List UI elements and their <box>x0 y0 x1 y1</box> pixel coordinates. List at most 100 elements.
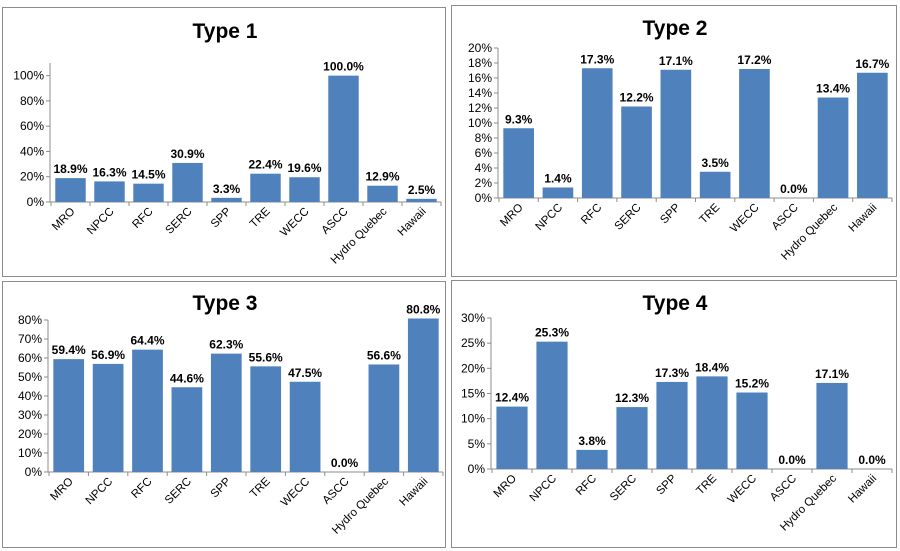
bar-value-label: 17.3% <box>580 52 614 66</box>
bar-value-label: 100.0% <box>323 60 364 74</box>
y-tick-label: 20% <box>468 41 492 55</box>
bar-value-label: 16.7% <box>855 57 889 71</box>
x-category-label: Hawaii <box>398 476 431 509</box>
bar <box>133 183 164 202</box>
bar <box>496 406 528 469</box>
x-category-label: SERC <box>163 476 194 507</box>
bar-value-label: 3.3% <box>213 182 241 196</box>
x-category-label: RFC <box>129 476 154 501</box>
bar-value-label: 47.5% <box>288 366 322 380</box>
bar-value-label: 12.4% <box>495 391 529 405</box>
bar <box>857 72 888 198</box>
bar-value-label: 59.4% <box>52 343 86 357</box>
y-tick-label: 10% <box>468 116 492 130</box>
bar-value-label: 12.2% <box>620 91 654 105</box>
bar <box>536 341 568 469</box>
y-tick-label: 10% <box>18 446 42 460</box>
bar <box>696 376 728 469</box>
bar <box>581 68 613 198</box>
y-tick-label: 5% <box>468 437 486 451</box>
x-category-label: WECC <box>278 206 311 239</box>
bar-value-label: 0.0% <box>780 182 808 196</box>
bar-value-label: 22.4% <box>248 158 282 172</box>
bar-value-label: 56.6% <box>367 348 401 362</box>
y-tick-label: 4% <box>475 161 493 175</box>
x-category-label: SERC <box>164 206 195 237</box>
bar-value-label: 30.9% <box>170 147 204 161</box>
bar-value-label: 17.1% <box>659 54 693 68</box>
y-tick-label: 10% <box>461 412 485 426</box>
y-tick-label: 20% <box>20 170 44 184</box>
bar-value-label: 2.5% <box>408 183 436 197</box>
x-category-label: ASCC <box>770 202 801 233</box>
y-tick-label: 70% <box>18 332 42 346</box>
bar <box>616 407 648 469</box>
bar <box>542 187 574 198</box>
bar <box>407 318 439 472</box>
x-category-label: Hawaii <box>396 206 429 239</box>
y-tick-label: 0% <box>475 191 493 205</box>
bar-value-label: 3.8% <box>578 434 606 448</box>
bar-value-label: 9.3% <box>505 112 533 126</box>
chart-title: Type 1 <box>193 20 258 43</box>
bar-value-label: 0.0% <box>331 456 359 470</box>
x-category-label: NPCC <box>528 473 560 505</box>
y-tick-label: 40% <box>18 389 42 403</box>
bar <box>406 198 437 202</box>
x-category-label: SERC <box>608 473 639 504</box>
y-tick-label: 16% <box>468 71 492 85</box>
x-category-label: RFC <box>579 202 604 227</box>
x-category-label: MRO <box>492 473 519 500</box>
bar <box>171 387 203 472</box>
x-category-label: SPP <box>658 201 683 226</box>
x-category-label: ASCC <box>321 476 352 507</box>
bar <box>576 449 608 469</box>
x-category-label: TRE <box>698 201 723 226</box>
chart-title: Type 3 <box>193 292 258 315</box>
y-tick-label: 0% <box>25 465 43 479</box>
bar-value-label: 64.4% <box>130 334 164 348</box>
bar-value-label: 62.3% <box>209 338 243 352</box>
bar-value-label: 12.3% <box>615 391 649 405</box>
bar <box>656 381 688 469</box>
bar <box>211 197 242 202</box>
bar-value-label: 17.2% <box>737 53 771 67</box>
bar <box>817 97 849 198</box>
chart-panel-type-3: Type 3 0% 10% 20% 30% 40% 50% 60% 70% 80% 59.4% MRO… <box>2 281 446 548</box>
x-category-label: WECC <box>279 476 312 509</box>
y-tick-label: 12% <box>468 101 492 115</box>
bar-value-label: 0.0% <box>858 453 886 467</box>
y-tick-label: 100% <box>13 69 44 83</box>
bar <box>289 177 320 202</box>
x-category-label: TRE <box>248 205 273 230</box>
bar-value-label: 17.3% <box>655 366 689 380</box>
bar <box>55 178 86 202</box>
bar-value-label: 13.4% <box>816 82 850 96</box>
chart-panel-type-1: Type 1 0% 20% 40% 60% 80% 100% 18.9% MRO 16.3% NPC… <box>2 7 446 277</box>
x-category-label: SPP <box>209 475 234 500</box>
x-category-label: NPCC <box>84 476 116 508</box>
bar <box>503 128 534 198</box>
bar-chart-svg: Type 1 0% 20% 40% 60% 80% 100% 18.9% MRO 16.3% NPC… <box>13 20 442 267</box>
bar <box>210 353 242 472</box>
x-category-label: SPP <box>209 205 234 230</box>
bar-chart-svg: Type 4 0% 5% 10% 15% 20% 25% 30% 12.4% MRO 25.3% NP… <box>461 292 893 534</box>
y-tick-label: 60% <box>20 119 44 133</box>
y-tick-label: 30% <box>18 408 42 422</box>
x-category-label: TRE <box>694 472 719 497</box>
chart-panel-type-2: Type 2 0% 2% 4% 6% 8% 10% 12% 14% 16% 18% 20% 9.3% MR… <box>451 5 897 277</box>
bar-value-label: 56.9% <box>91 348 125 362</box>
x-category-label: WECC <box>726 473 759 506</box>
bar <box>699 171 731 198</box>
bar <box>660 69 692 198</box>
y-tick-label: 2% <box>475 176 493 190</box>
bar-value-label: 1.4% <box>544 172 572 186</box>
x-category-label: Hawaii <box>846 473 879 506</box>
y-tick-label: 80% <box>18 313 42 327</box>
y-tick-label: 20% <box>18 427 42 441</box>
x-category-label: WECC <box>728 202 761 235</box>
y-tick-label: 30% <box>461 311 485 325</box>
y-tick-label: 18% <box>468 56 492 70</box>
y-tick-label: 25% <box>461 336 485 350</box>
y-tick-label: 8% <box>475 131 493 145</box>
